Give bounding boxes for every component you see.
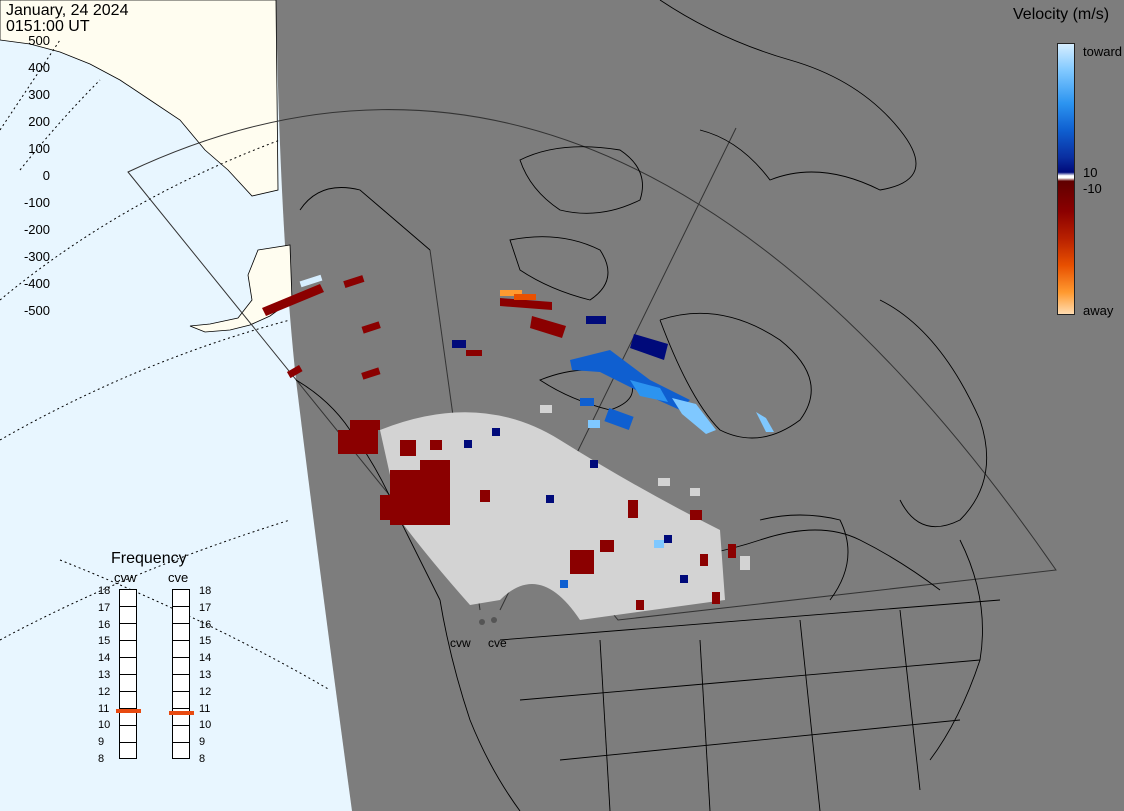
- frequency-scale-label: 18: [98, 585, 111, 597]
- frequency-scale-label: 15: [199, 635, 212, 648]
- site-label-cvw: cvw: [450, 636, 471, 650]
- scatter-away-strong: [500, 290, 536, 300]
- legend-title: Velocity (m/s): [1013, 6, 1110, 23]
- frequency-scale-label: 13: [98, 669, 111, 681]
- legend-tick: -100: [23, 195, 50, 210]
- legend-tick: 200: [28, 114, 50, 129]
- frequency-scale-label: 10: [199, 719, 212, 732]
- legend-tick: 300: [28, 87, 50, 102]
- graticule: [0, 39, 331, 691]
- frequency-gauge-cve: [172, 589, 190, 759]
- legend-tick: 500: [28, 33, 50, 48]
- date-label: January, 24 2024: [6, 2, 129, 19]
- radar-site-marker: [479, 619, 485, 625]
- night-region: [276, 0, 1124, 811]
- legend-tick: 400: [28, 60, 50, 75]
- radar-site-marker: [491, 617, 497, 623]
- scatter-away: [262, 275, 736, 610]
- frequency-scale-label: 9: [98, 736, 105, 749]
- frequency-scale-label: 13: [199, 669, 212, 681]
- legend-tick: -200: [23, 222, 50, 237]
- radar-label-cve: cve: [168, 570, 189, 585]
- legend-inner-negative: -10: [1083, 181, 1102, 196]
- frequency-scale-label: 14: [199, 652, 212, 665]
- day-land: [0, 0, 279, 197]
- frequency-scale-label: 14: [98, 652, 111, 665]
- ground-scatter: [380, 405, 750, 620]
- radar-label-cvw: cvw: [114, 570, 137, 585]
- frequency-marker-cvw: [116, 709, 141, 714]
- scatter-toward: [299, 274, 774, 588]
- frequency-gauge-cvw: [119, 589, 137, 759]
- site-label-cve: cve: [488, 636, 507, 650]
- frequency-scale-label: 8: [98, 753, 105, 765]
- coastlines: [295, 0, 1001, 811]
- frequency-scale-label: 16: [98, 618, 111, 631]
- day-land-peninsula: [189, 244, 293, 333]
- legend-tick: -300: [23, 249, 50, 264]
- frequency-scale-label: 12: [199, 685, 212, 698]
- frequency-scale-label: 11: [98, 702, 110, 715]
- legend-tick: 0: [42, 168, 50, 183]
- legend-tick: -400: [23, 276, 50, 291]
- velocity-colorbar: [1057, 43, 1075, 315]
- frequency-scale-label: 12: [98, 685, 111, 698]
- legend-toward-label: toward: [1083, 44, 1123, 59]
- frequency-scale-label: 9: [199, 736, 206, 749]
- legend-tick: -500: [23, 303, 50, 318]
- frequency-scale-label: 11: [199, 702, 211, 715]
- frequency-marker-cve: [169, 710, 194, 715]
- frequency-scale-label: 10: [98, 719, 111, 732]
- frequency-scale-label: 16: [199, 618, 212, 631]
- legend-tick: 100: [28, 141, 50, 156]
- frequency-scale-label: 8: [199, 753, 206, 765]
- time-label: 0151:00 UT: [6, 18, 90, 35]
- frequency-scale-label: 17: [98, 601, 111, 614]
- legend-away-label: away: [1083, 303, 1114, 318]
- frequency-scale-label: 18: [199, 585, 212, 597]
- frequency-scale-label: 17: [199, 601, 212, 614]
- frequency-scale-label: 15: [98, 635, 111, 648]
- legend-inner-positive: 10: [1083, 165, 1098, 180]
- frequency-title: Frequency: [111, 550, 187, 567]
